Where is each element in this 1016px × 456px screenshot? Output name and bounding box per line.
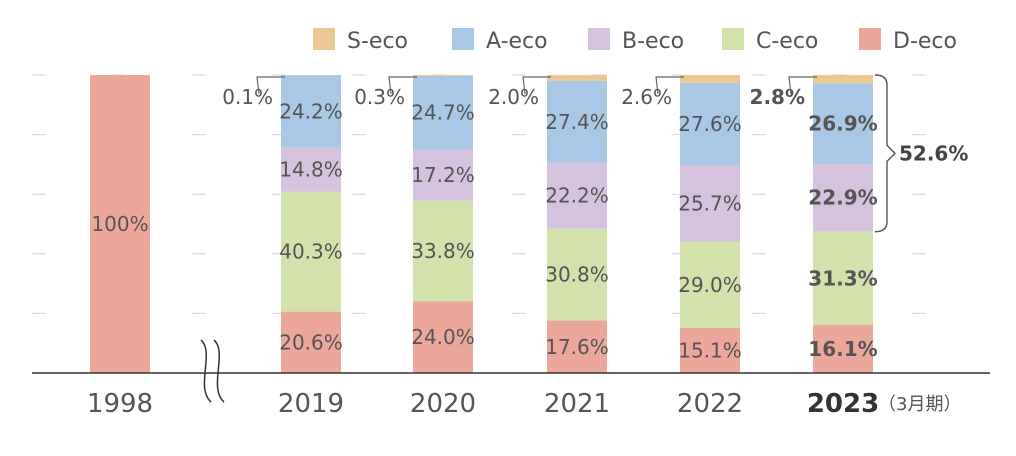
- x-axis: 1998 2019 2020 2021 2022 2023（3月期）: [32, 339, 990, 419]
- data-label-d-eco: 100%: [91, 212, 148, 236]
- legend-swatch-b-eco: [588, 28, 610, 50]
- leader-line: [655, 76, 684, 95]
- bar-segment-s-eco-2023: [813, 75, 873, 84]
- data-label-d-eco: 20.6%: [279, 330, 343, 354]
- bar-segment-a-eco-2019: [281, 75, 341, 148]
- bar-segment-b-eco-2022: [680, 164, 740, 242]
- data-label-b-eco: 22.9%: [808, 186, 877, 210]
- data-label-a-eco: 24.7%: [411, 101, 475, 125]
- data-label-b-eco: 17.2%: [411, 163, 475, 187]
- legend: S-eco A-eco B-eco C-eco D-eco: [313, 28, 957, 54]
- data-label-c-eco: 40.3%: [279, 240, 343, 264]
- bar-segment-c-eco-2020: [413, 200, 473, 302]
- leader-line: [388, 76, 417, 95]
- legend-swatch-d-eco: [859, 28, 881, 50]
- bar-segment-d-eco-2022: [680, 328, 740, 373]
- data-label-c-eco: 31.3%: [808, 266, 877, 290]
- bar-segment-a-eco-2022: [680, 82, 740, 165]
- legend-label: B-eco: [622, 29, 684, 54]
- data-label-d-eco: 16.1%: [808, 337, 877, 361]
- bar-segment-s-eco-2021: [547, 75, 607, 81]
- x-tick-label: 2020: [410, 389, 476, 419]
- x-tick-label: 2022: [677, 389, 743, 419]
- bar-segment-a-eco-2020: [413, 75, 473, 150]
- x-tick-label: 2021: [544, 389, 610, 419]
- bar-segment-b-eco-2019: [281, 147, 341, 192]
- data-label-b-eco: 25.7%: [678, 191, 742, 215]
- bar-segment-s-eco-2020: [413, 75, 473, 76]
- data-label-c-eco: 33.8%: [411, 239, 475, 263]
- data-label-b-eco: 14.8%: [279, 157, 343, 181]
- period-note: （3月期）: [878, 394, 961, 415]
- data-label-s-eco: 2.0%: [488, 85, 539, 109]
- bar-segment-b-eco-2020: [413, 149, 473, 201]
- data-label-d-eco: 24.0%: [411, 325, 475, 349]
- data-label-a-eco: 27.4%: [545, 110, 609, 134]
- data-label-s-eco: 2.6%: [621, 85, 672, 109]
- axis-break-line: [200, 339, 212, 403]
- bar-segment-a-eco-2021: [547, 80, 607, 163]
- bar-segment-s-eco-2022: [680, 75, 740, 83]
- leader-line: [522, 76, 551, 95]
- legend-label: D-eco: [893, 29, 957, 54]
- bar-segment-s-eco-2019: [281, 75, 341, 76]
- bar-segment-d-eco-2023: [813, 325, 873, 373]
- legend-swatch-c-eco: [722, 28, 744, 50]
- bar-segment-c-eco-2021: [547, 228, 607, 321]
- bar-segment-b-eco-2023: [813, 163, 873, 232]
- data-labels: 100% 20.6% 40.3% 14.8% 24.2%0.1% 24.0% 33.8% 17…: [91, 76, 878, 363]
- legend-swatch-s-eco: [313, 28, 335, 50]
- data-label-d-eco: 15.1%: [678, 339, 742, 363]
- x-tick-label: 2019: [278, 389, 344, 419]
- bars: [90, 75, 873, 373]
- x-tick-label: 2023: [807, 389, 879, 419]
- data-label-s-eco: 0.3%: [354, 85, 405, 109]
- data-label-b-eco: 22.2%: [545, 184, 609, 208]
- bar-segment-d-eco-2019: [281, 311, 341, 373]
- bar-segment-b-eco-2021: [547, 162, 607, 229]
- bar-segment-c-eco-2023: [813, 231, 873, 326]
- x-tick-label: 1998: [87, 389, 153, 419]
- bar-segment-c-eco-2019: [281, 191, 341, 312]
- data-label-s-eco: 2.8%: [750, 85, 805, 109]
- bar-segment-d-eco-1998: [90, 75, 150, 373]
- bar-segment-d-eco-2021: [547, 320, 607, 373]
- legend-label: S-eco: [347, 29, 408, 54]
- bar-segment-a-eco-2023: [813, 83, 873, 164]
- leader-line: [788, 76, 817, 95]
- annotation-brace: [874, 74, 896, 233]
- annotations: 52.6%: [874, 74, 968, 233]
- bar-segment-d-eco-2020: [413, 301, 473, 373]
- data-label-s-eco: 0.1%: [222, 85, 273, 109]
- annotation-label: 52.6%: [899, 141, 968, 165]
- data-label-c-eco: 29.0%: [678, 273, 742, 297]
- data-label-a-eco: 27.6%: [678, 112, 742, 136]
- axis-break-line: [213, 339, 225, 403]
- data-label-a-eco: 26.9%: [808, 111, 877, 135]
- legend-label: C-eco: [756, 29, 818, 54]
- data-label-c-eco: 30.8%: [545, 263, 609, 287]
- data-label-a-eco: 24.2%: [279, 99, 343, 123]
- legend-swatch-a-eco: [452, 28, 474, 50]
- bar-segment-c-eco-2022: [680, 241, 740, 329]
- leader-line: [256, 76, 285, 95]
- data-label-d-eco: 17.6%: [545, 335, 609, 359]
- legend-label: A-eco: [486, 29, 548, 54]
